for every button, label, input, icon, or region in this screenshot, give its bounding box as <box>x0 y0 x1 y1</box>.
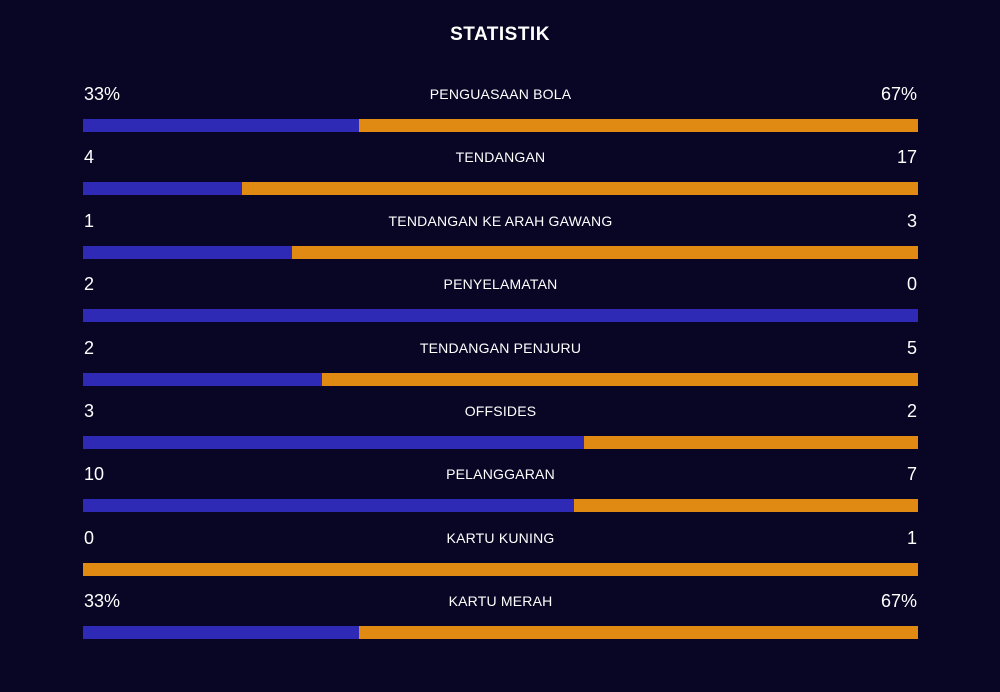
stat-row: 2 TENDANGAN PENJURU 5 <box>83 334 918 397</box>
stat-bar-away <box>291 245 918 259</box>
stat-bar <box>83 435 918 449</box>
stat-label: KARTU MERAH <box>448 593 553 610</box>
stat-away-value: 67% <box>880 591 917 612</box>
stat-bar-home <box>83 245 292 259</box>
stat-away-value: 2 <box>906 400 917 421</box>
stat-bar <box>83 372 918 386</box>
stat-row: 33% KARTU MERAH 67% <box>83 587 918 650</box>
stat-bar <box>83 626 918 640</box>
stat-bar <box>83 499 918 513</box>
stat-bar-away <box>358 626 918 640</box>
stat-bar-home <box>83 372 322 386</box>
stat-bar <box>83 562 918 576</box>
stat-home-value: 33% <box>84 591 121 612</box>
stat-label: KARTU KUNING <box>446 529 555 546</box>
stat-row: 33% PENGUASAAN BOLA 67% <box>83 80 918 143</box>
stat-away-value: 7 <box>906 464 917 485</box>
stat-bar <box>83 182 918 196</box>
stat-bar-home <box>83 309 918 323</box>
page-title: STATISTIK <box>450 24 550 45</box>
stat-away-value: 0 <box>906 274 917 295</box>
stat-label: OFFSIDES <box>464 402 537 419</box>
stat-bar-home <box>83 435 584 449</box>
stat-bar <box>83 245 918 259</box>
stat-home-value: 33% <box>84 84 121 104</box>
stat-bar-away <box>358 119 918 132</box>
stat-home-value: 2 <box>84 274 95 295</box>
stat-bar-home <box>83 182 242 196</box>
stat-away-value: 3 <box>906 210 917 231</box>
stat-away-value: 1 <box>906 527 917 548</box>
stat-home-value: 3 <box>84 400 95 421</box>
stat-bar-home <box>83 499 574 513</box>
stat-label: PENGUASAAN BOLA <box>429 86 572 102</box>
stat-away-value: 17 <box>896 147 917 168</box>
stat-home-value: 4 <box>84 147 95 168</box>
stat-label: TENDANGAN <box>455 149 546 166</box>
stat-row: 1 TENDANGAN KE ARAH GAWANG 3 <box>83 207 918 270</box>
stats-list: 33% PENGUASAAN BOLA 67% 4 TENDANGAN 17 1… <box>83 80 918 651</box>
stat-home-value: 1 <box>84 210 95 231</box>
stat-label: PENYELAMATAN <box>443 276 558 293</box>
stat-home-value: 10 <box>84 464 105 485</box>
stat-away-value: 67% <box>880 84 917 104</box>
stat-home-value: 2 <box>84 337 95 358</box>
stat-bar-away <box>83 562 918 576</box>
stat-label: TENDANGAN PENJURU <box>419 339 582 356</box>
stat-bar-away <box>241 182 918 196</box>
stat-away-value: 5 <box>906 337 917 358</box>
stat-home-value: 0 <box>84 527 95 548</box>
stat-bar-away <box>584 435 918 449</box>
stat-bar-away <box>321 372 918 386</box>
stat-row: 0 KARTU KUNING 1 <box>83 524 918 587</box>
stat-row: 10 PELANGGARAN 7 <box>83 460 918 523</box>
stat-bar-away <box>573 499 918 513</box>
stat-label: TENDANGAN KE ARAH GAWANG <box>388 212 613 229</box>
stat-bar <box>83 119 918 132</box>
stat-bar-home <box>83 626 359 640</box>
stat-bar-home <box>83 119 359 132</box>
stat-label: PELANGGARAN <box>446 466 555 483</box>
stat-row: 3 OFFSIDES 2 <box>83 397 918 460</box>
stat-row: 4 TENDANGAN 17 <box>83 143 918 206</box>
stat-row: 2 PENYELAMATAN 0 <box>83 270 918 333</box>
stat-bar <box>83 309 918 323</box>
